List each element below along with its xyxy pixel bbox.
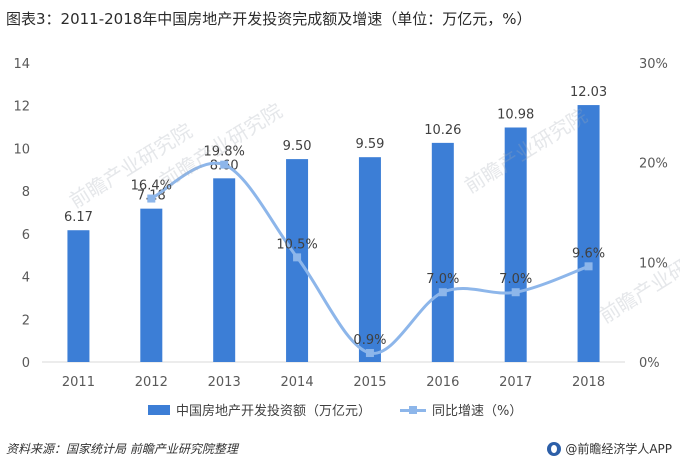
legend-bar-swatch xyxy=(148,404,170,415)
x-tick-label: 2018 xyxy=(572,375,605,390)
growth-data-label: 19.8% xyxy=(204,145,245,160)
source-note: 资料来源：国家统计局 前瞻产业研究院整理 xyxy=(6,442,238,456)
bar xyxy=(577,105,600,362)
x-tick-label: 2017 xyxy=(499,375,532,390)
bar-data-label: 12.03 xyxy=(570,85,607,100)
legend-line-swatch xyxy=(400,404,426,416)
x-tick-label: 2012 xyxy=(135,375,168,390)
chart-title: 图表3：2011-2018年中国房地产开发投资完成额及增速（单位：万亿元，%） xyxy=(6,10,532,28)
growth-point xyxy=(365,349,374,358)
bar-data-label: 6.17 xyxy=(64,210,93,225)
growth-data-label: 7.0% xyxy=(426,272,459,287)
growth-point xyxy=(438,288,447,297)
brand-logo-icon xyxy=(547,441,562,456)
bar-data-label: 9.59 xyxy=(355,137,384,152)
y-left-tick-label: 10 xyxy=(13,142,30,157)
growth-data-label: 7.0% xyxy=(499,272,532,287)
y-right-tick-label: 20% xyxy=(639,157,668,172)
x-tick-label: 2011 xyxy=(62,375,95,390)
y-left-tick-label: 4 xyxy=(22,271,30,286)
y-right-tick-label: 30% xyxy=(639,57,668,72)
legend-item-bar: 中国房地产开发投资额（万亿元） xyxy=(148,400,371,419)
y-right-tick-label: 10% xyxy=(639,256,668,271)
growth-point xyxy=(220,160,229,169)
growth-point xyxy=(147,194,156,203)
y-left-tick-label: 2 xyxy=(22,313,30,328)
growth-data-label: 16.4% xyxy=(131,179,172,194)
bar-data-label: 10.26 xyxy=(424,123,461,138)
bar xyxy=(213,178,236,362)
bar xyxy=(140,208,163,362)
growth-point xyxy=(293,253,302,262)
legend-bar-label: 中国房地产开发投资额（万亿元） xyxy=(176,404,372,419)
y-left-tick-label: 12 xyxy=(13,100,30,115)
x-tick-label: 2016 xyxy=(426,375,459,390)
bar xyxy=(504,127,527,363)
brand-label: @前瞻经济学人APP xyxy=(565,442,672,456)
y-left-tick-label: 6 xyxy=(22,228,30,243)
bar xyxy=(358,157,381,362)
bar xyxy=(431,142,454,362)
legend-line-label: 同比增速（%） xyxy=(432,404,523,419)
y-left-tick-label: 14 xyxy=(13,57,30,72)
bar xyxy=(67,230,90,362)
y-right-tick-label: 0% xyxy=(639,356,660,371)
growth-data-label: 0.9% xyxy=(353,333,386,348)
chart-legend: 中国房地产开发投资额（万亿元） 同比增速（%） xyxy=(0,400,680,420)
y-left-tick-label: 8 xyxy=(22,185,30,200)
x-tick-label: 2014 xyxy=(281,375,314,390)
growth-data-label: 10.5% xyxy=(276,237,317,252)
brand-credit: @前瞻经济学人APP xyxy=(547,440,672,457)
legend-item-line: 同比增速（%） xyxy=(400,400,522,419)
x-tick-label: 2015 xyxy=(353,375,386,390)
bar-data-label: 10.98 xyxy=(497,107,534,122)
growth-point xyxy=(584,262,593,271)
y-left-tick-label: 0 xyxy=(22,356,30,371)
growth-point xyxy=(511,288,520,297)
growth-data-label: 9.6% xyxy=(572,246,605,261)
x-tick-label: 2013 xyxy=(208,375,241,390)
bar-data-label: 9.50 xyxy=(283,139,312,154)
